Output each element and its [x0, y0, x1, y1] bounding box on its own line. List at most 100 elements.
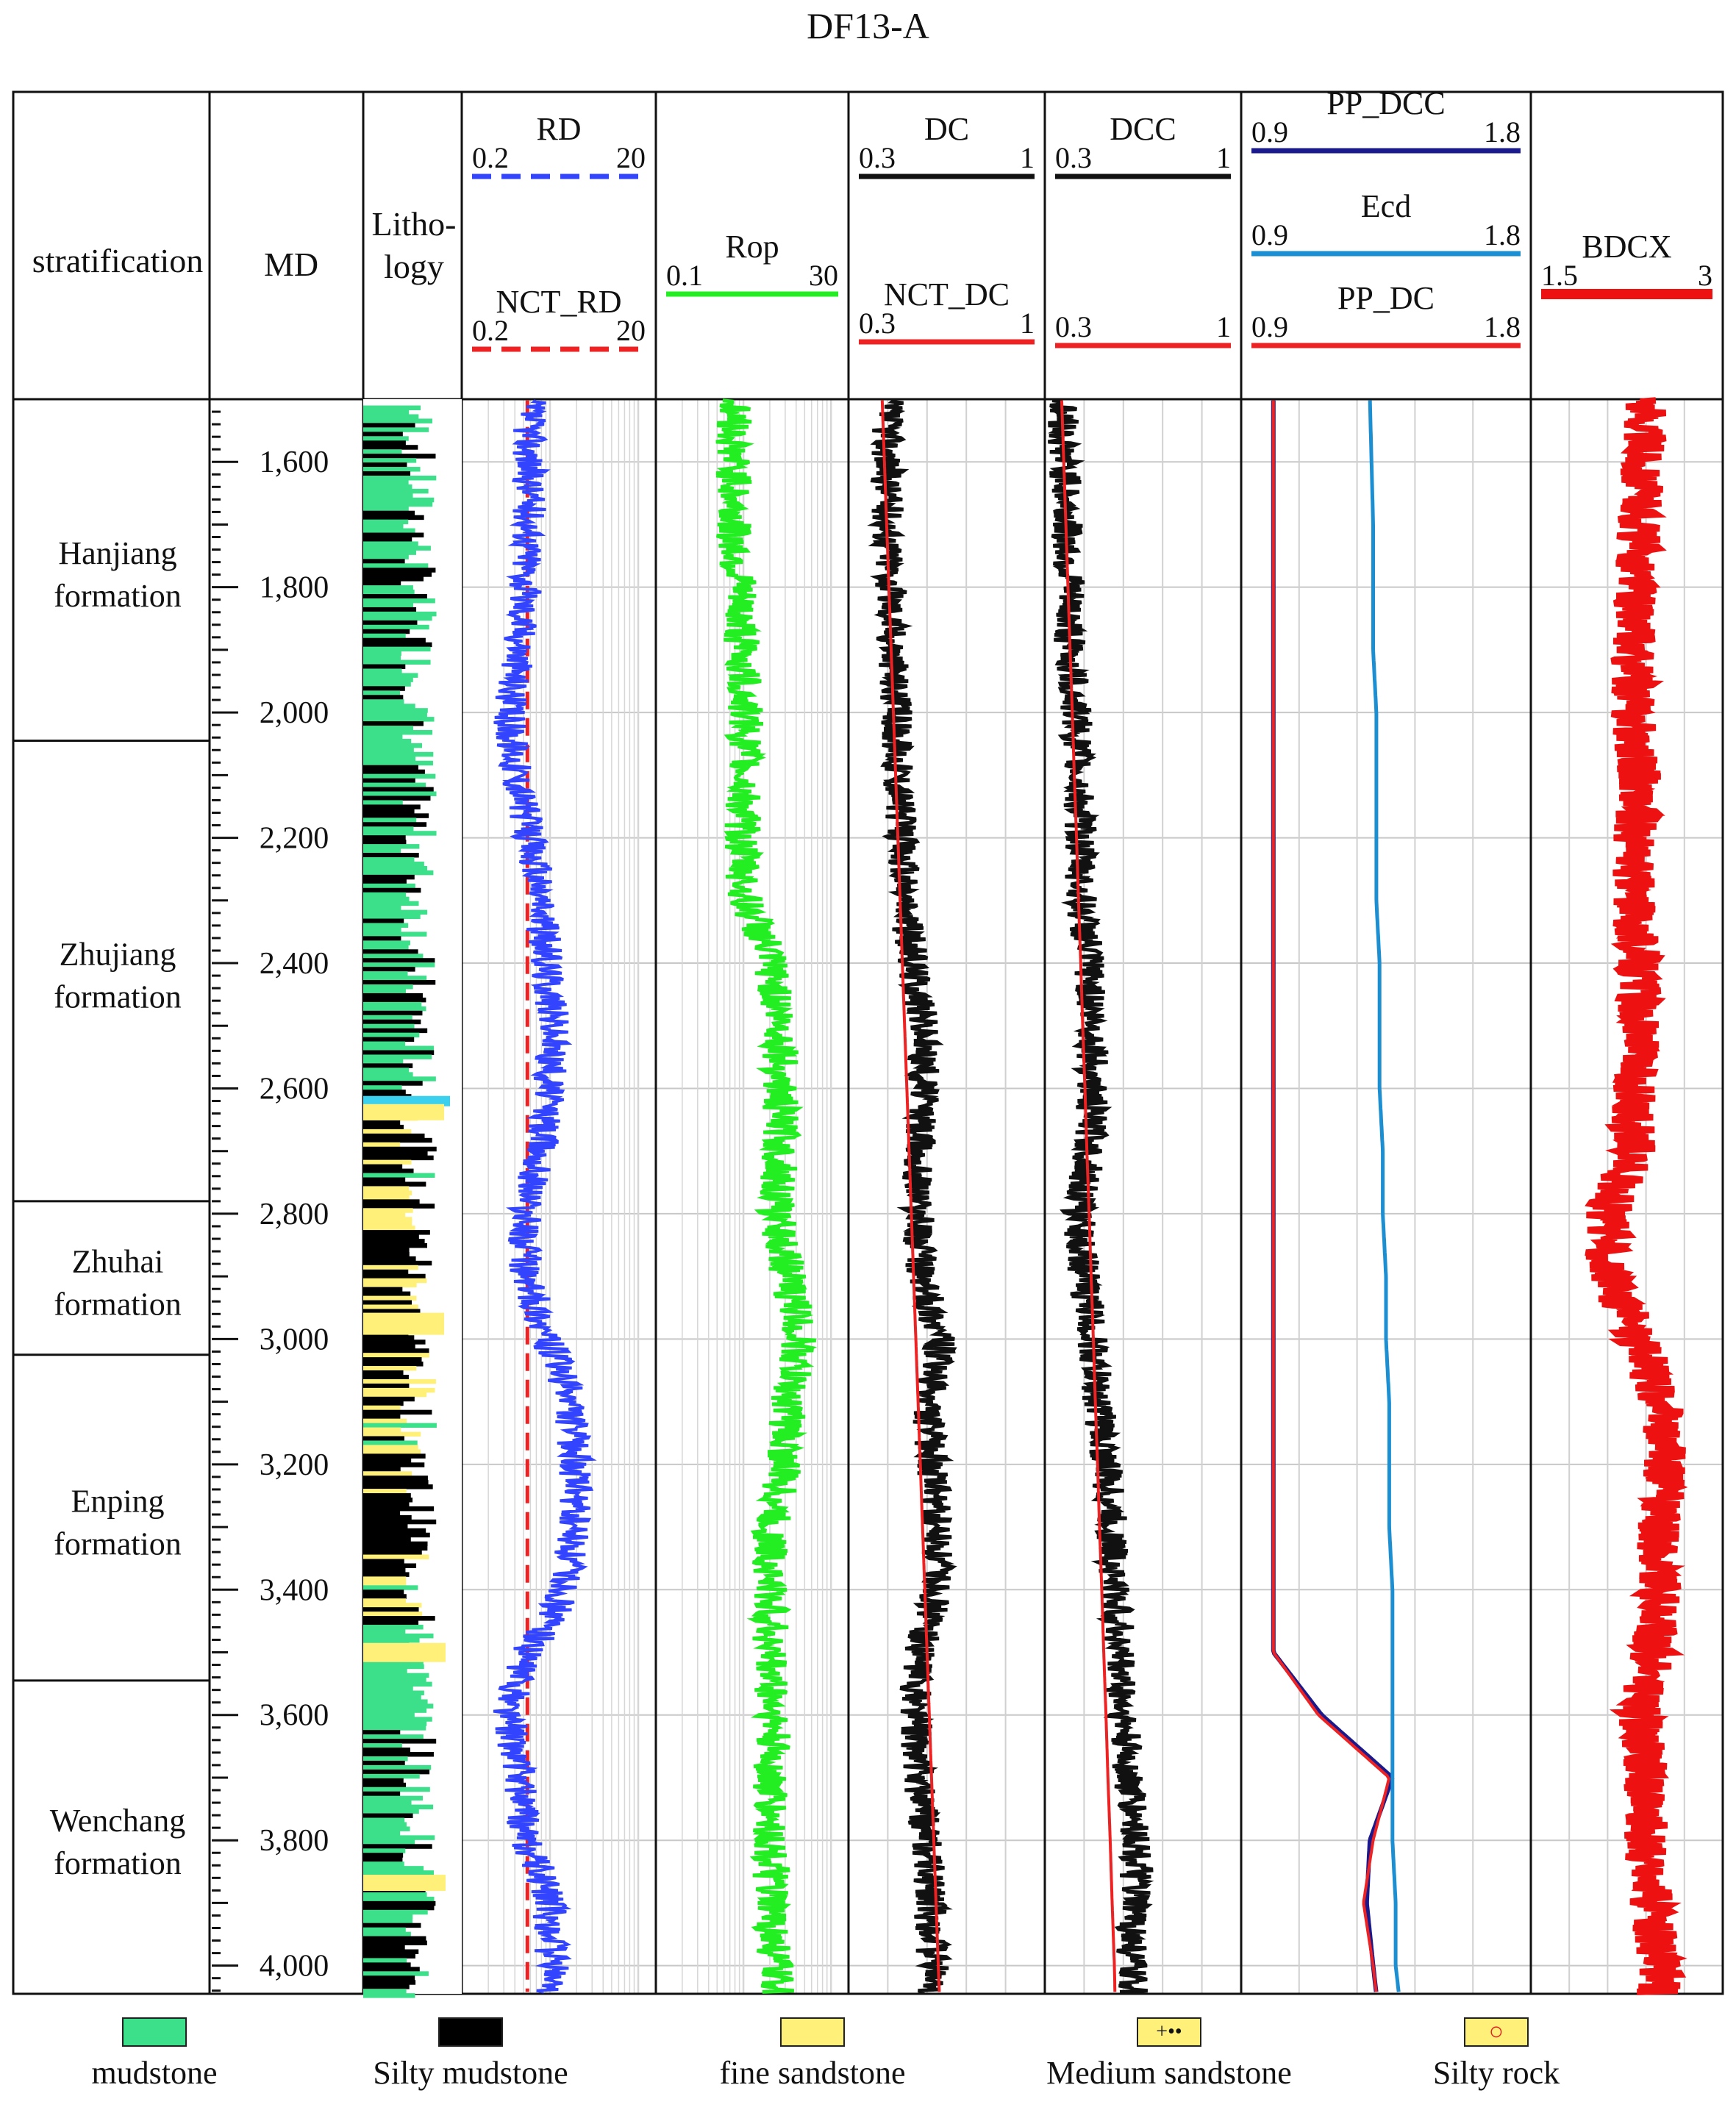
lithology-bed	[363, 493, 413, 498]
lithology-bed	[363, 1226, 415, 1231]
lithology-bed	[363, 1975, 415, 1981]
lithology-bed	[363, 1493, 411, 1498]
curve-name: PP_DCC	[1326, 85, 1445, 121]
lithology-bed	[363, 1545, 428, 1551]
lithology-bed	[363, 712, 427, 718]
lithology-bed	[363, 782, 426, 788]
medium-sandstone-symbol: +••	[1156, 2020, 1182, 2043]
lithology-bed	[363, 506, 409, 512]
legend-swatch: ○	[1464, 2017, 1529, 2047]
lithology-bed	[363, 765, 418, 770]
lithology-bed	[363, 554, 409, 559]
lithology-bed	[363, 1124, 404, 1130]
lithology-bed	[363, 1282, 417, 1288]
lithology-bed	[363, 488, 429, 494]
lithology-bed	[363, 602, 413, 608]
lithology-bed	[363, 1353, 429, 1358]
lithology-bed	[363, 1120, 401, 1126]
lithology-bed	[363, 1896, 435, 1902]
lithology-legend: mudstone Silty mudstone fine sandstone +•• M…	[13, 1998, 1723, 2112]
lithology-bed	[363, 1659, 424, 1665]
lithology-bed	[363, 546, 431, 551]
lithology-bed	[363, 905, 401, 911]
lithology-bed	[363, 984, 413, 990]
track-header-nct_rd: NCT_RD0.2 20	[472, 284, 646, 352]
lithology-bed	[363, 1370, 404, 1376]
lithology-bed	[363, 1037, 415, 1042]
lithology-bed	[363, 870, 434, 876]
lithology-bed	[363, 1362, 424, 1367]
lithology-bed	[363, 423, 415, 428]
lithology-bed	[363, 1900, 436, 1906]
lithology-bed	[363, 541, 418, 546]
legend-swatch: +••	[1137, 2017, 1201, 2047]
lithology-bed	[363, 747, 414, 753]
lithology-bed	[363, 1717, 432, 1722]
lithology-bed	[363, 1554, 429, 1560]
lithology-bed	[363, 1528, 426, 1534]
scale-min: 0.2	[472, 141, 509, 174]
lithology-bed	[363, 1378, 436, 1384]
legend-item: fine sandstone	[665, 1998, 960, 2092]
legend-item: Silty mudstone	[324, 1998, 618, 2092]
curve-rd	[493, 399, 597, 1994]
lithology-bed	[363, 743, 423, 748]
lithology-bed	[363, 1414, 401, 1420]
lithology-bed	[363, 1633, 434, 1639]
lithology-bed	[363, 655, 401, 661]
lithology-bed	[363, 1230, 430, 1235]
lithology-bed	[363, 519, 409, 525]
lithology-bed	[363, 1387, 435, 1393]
lithology-bed	[363, 1484, 433, 1489]
lithology-bed	[363, 818, 417, 823]
lithology-bed	[363, 1620, 419, 1625]
lithology-bed	[363, 927, 401, 932]
legend-swatch	[122, 2017, 187, 2047]
lithology-bed	[363, 1725, 426, 1731]
lithology-bed	[363, 1164, 403, 1170]
lithology-bed	[363, 695, 404, 700]
lithology-bed	[363, 1095, 450, 1106]
lithology-bed	[363, 1831, 401, 1836]
lithology-bed	[363, 1506, 435, 1512]
lithology-bed	[363, 576, 424, 582]
scale-max: 20	[616, 141, 646, 174]
lithology-bed	[363, 436, 409, 441]
lithology-bed	[363, 651, 401, 657]
lithology-bed	[363, 874, 415, 880]
formation-label: formation	[54, 979, 182, 1015]
lithology-bed	[363, 467, 421, 472]
lithology-bed	[363, 1348, 429, 1353]
depth-tick-label: 2,600	[260, 1072, 329, 1106]
lithology-bed	[363, 1287, 403, 1292]
lithology-bed	[363, 835, 406, 840]
lithology-bed	[363, 1129, 412, 1134]
lithology-bed	[363, 677, 413, 682]
lithology-bed	[363, 1234, 419, 1240]
lithology-bed	[363, 804, 421, 809]
track-header-pp_dcc: PP_DCC 0.9 1.8	[1251, 85, 1521, 154]
curve-name: DCC	[1110, 111, 1176, 147]
lithology-bed	[363, 1383, 410, 1389]
lithology-bed	[363, 1673, 429, 1678]
track-header-rop: Rop 0.1 30	[666, 229, 838, 297]
lithology-bed	[363, 909, 428, 915]
lithology-bed	[363, 887, 421, 893]
lithology-bed	[363, 405, 421, 410]
lithology-bed	[363, 1848, 406, 1853]
lithology-bed	[363, 1875, 446, 1892]
lithology-bed	[363, 1032, 420, 1038]
lithology-bed	[363, 1809, 419, 1814]
lithology-bed	[363, 1628, 406, 1634]
lithology-bed	[363, 945, 409, 950]
scale-min: 0.9	[1251, 218, 1288, 251]
lithology-bed	[363, 1067, 410, 1073]
lithology-bed	[363, 1501, 410, 1507]
lithology-bed	[363, 563, 429, 568]
lithology-bed	[363, 940, 410, 945]
scale-min: 0.1	[666, 259, 703, 292]
depth-tick-label: 2,200	[260, 822, 329, 856]
track-header-dc: DC 0.3 1	[859, 111, 1035, 179]
